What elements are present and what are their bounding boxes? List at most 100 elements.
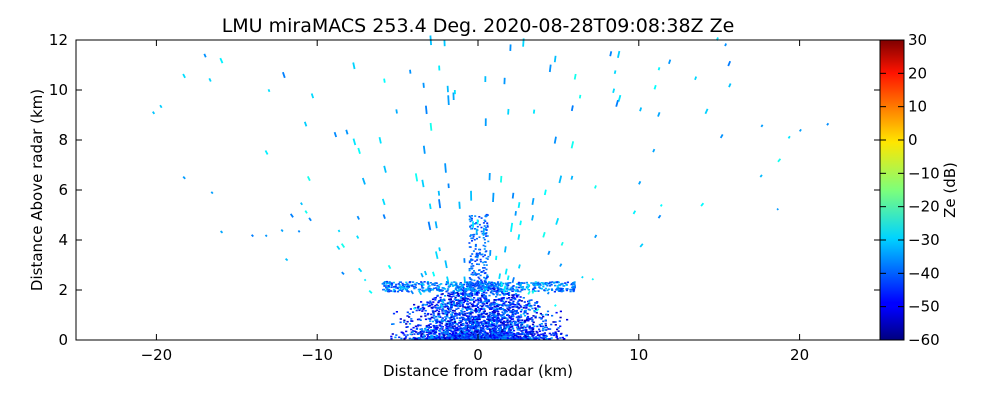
x-axis: −20 −10 0 10 20 — [141, 40, 809, 364]
echo-streak — [357, 147, 361, 155]
echo-streak — [728, 83, 732, 88]
echo-streak — [826, 122, 830, 126]
echo-streak — [438, 199, 442, 209]
echo-streak — [182, 175, 186, 180]
echo-streak — [668, 59, 672, 65]
echo-streak — [427, 221, 432, 231]
echo-streak — [639, 107, 643, 112]
echo-streak — [548, 64, 552, 73]
echo-streak — [555, 217, 560, 225]
echo-streak — [444, 163, 447, 173]
echo-streak — [210, 191, 214, 195]
echo-streak — [306, 176, 311, 182]
echo-streak — [531, 215, 534, 221]
echo-streak — [208, 78, 212, 82]
echo-streak — [798, 128, 802, 132]
x-tick-label: −10 — [301, 346, 333, 364]
echo-streak — [542, 231, 546, 238]
echo-streak — [352, 62, 356, 70]
y-tick-label: 12 — [49, 31, 68, 49]
echo-streak — [609, 51, 613, 57]
echo-streak — [504, 246, 507, 253]
colorbar-ticks: 30 20 10 0 −10 −20 −30 −40 −50 −60 — [880, 31, 940, 349]
echo-streak — [591, 277, 595, 281]
colorbar-tick-label: −30 — [908, 231, 940, 249]
echo-streak — [363, 278, 367, 282]
echo-streak — [504, 268, 508, 275]
echo-streak — [559, 263, 563, 267]
echo-streak — [356, 235, 360, 239]
echo-streak — [719, 133, 724, 139]
colorbar-tick-label: 0 — [908, 131, 918, 149]
echo-streak — [760, 124, 764, 128]
echo-streak — [159, 104, 163, 109]
echo-streak — [724, 43, 727, 47]
echo-streak — [378, 137, 382, 144]
echo-streak — [303, 121, 308, 127]
echo-streak — [594, 234, 598, 239]
echo-streak — [310, 93, 315, 99]
echo-streak — [340, 243, 346, 248]
colorbar-scale — [879, 39, 905, 341]
echo-streak — [383, 78, 386, 83]
echo-streak — [438, 247, 441, 252]
colorbar-tick-label: −20 — [908, 198, 940, 216]
echo-streak — [341, 271, 345, 276]
colorbar-label: Ze (dB) — [941, 162, 959, 218]
echo-streak — [356, 215, 360, 220]
echo-streak — [203, 53, 207, 58]
echo-streak — [280, 229, 284, 233]
echo-streak — [558, 175, 563, 184]
echo-streak — [612, 88, 616, 94]
echo-streak — [694, 76, 698, 81]
echo-streak — [506, 275, 510, 281]
echo-cells — [152, 35, 830, 340]
colorbar-tick-label: 10 — [908, 98, 927, 116]
echo-streak — [560, 241, 564, 246]
echo-streak — [617, 94, 622, 102]
y-tick-label: 2 — [58, 281, 68, 299]
echo-streak — [639, 243, 644, 248]
y-axis: 0 2 4 6 8 10 12 — [49, 31, 880, 349]
x-tick-label: −20 — [141, 346, 173, 364]
echo-streak — [345, 129, 349, 135]
echo-streak — [219, 230, 224, 234]
echo-streak — [553, 136, 557, 144]
echo-streak — [531, 289, 535, 294]
echo-streak — [282, 71, 286, 79]
echo-streak — [425, 105, 428, 115]
echo-streak — [759, 174, 763, 178]
echo-streak — [527, 303, 531, 307]
echo-streak — [382, 214, 386, 219]
echo-streak — [553, 304, 557, 307]
echo-streak — [383, 165, 387, 173]
echo-streak — [547, 250, 551, 256]
echo-streak — [617, 50, 621, 58]
x-tick-label: 20 — [790, 346, 809, 364]
echo-streak — [517, 202, 521, 209]
plot-area — [152, 35, 830, 340]
echo-streak — [422, 145, 426, 154]
echo-streak — [434, 221, 438, 229]
echo-streak — [414, 173, 419, 182]
echo-streak — [652, 148, 656, 153]
echo-streak — [437, 190, 441, 196]
echo-streak — [444, 260, 448, 269]
echo-streak — [439, 303, 444, 308]
echo-streak — [535, 308, 540, 312]
y-tick-label: 4 — [58, 231, 68, 249]
echo-streak — [613, 70, 617, 75]
echo-streak — [546, 291, 550, 295]
echo-streak — [570, 141, 575, 149]
echo-streak — [657, 111, 661, 117]
y-tick-label: 0 — [58, 331, 68, 349]
chart-title: LMU miraMACS 253.4 Deg. 2020-08-28T09:08… — [222, 15, 735, 37]
echo-streak — [420, 272, 424, 278]
echo-streak — [578, 94, 582, 99]
echo-streak — [423, 270, 428, 276]
echo-streak — [659, 204, 663, 207]
echo-streak — [581, 275, 584, 279]
echo-streak — [498, 273, 501, 280]
echo-streak — [409, 69, 412, 74]
